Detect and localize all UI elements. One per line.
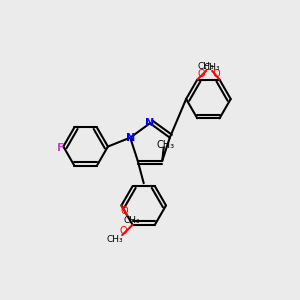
Text: CH₃: CH₃ (198, 62, 214, 71)
Text: CH₃: CH₃ (124, 216, 140, 225)
Text: O: O (120, 226, 128, 236)
Text: CH₃: CH₃ (156, 140, 174, 151)
Text: F: F (57, 143, 64, 153)
Text: O: O (121, 206, 128, 216)
Text: N: N (126, 133, 135, 142)
Text: CH₃: CH₃ (204, 63, 220, 72)
Text: CH₃: CH₃ (106, 235, 123, 244)
Text: N: N (146, 118, 154, 128)
Text: O: O (213, 69, 220, 79)
Text: O: O (198, 69, 206, 79)
